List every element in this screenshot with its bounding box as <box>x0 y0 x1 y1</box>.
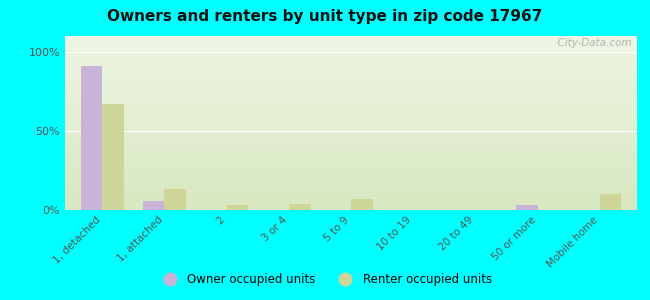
Bar <box>289 204 311 210</box>
Legend: Owner occupied units, Renter occupied units: Owner occupied units, Renter occupied un… <box>153 269 497 291</box>
Bar <box>102 104 124 210</box>
Bar <box>515 205 538 210</box>
Bar <box>164 189 187 210</box>
Bar <box>227 205 248 210</box>
Text: City-Data.com: City-Data.com <box>551 38 631 48</box>
Bar <box>351 199 372 210</box>
Text: Owners and renters by unit type in zip code 17967: Owners and renters by unit type in zip c… <box>107 9 543 24</box>
Bar <box>143 200 164 210</box>
Bar <box>81 66 102 210</box>
Bar <box>600 194 621 210</box>
